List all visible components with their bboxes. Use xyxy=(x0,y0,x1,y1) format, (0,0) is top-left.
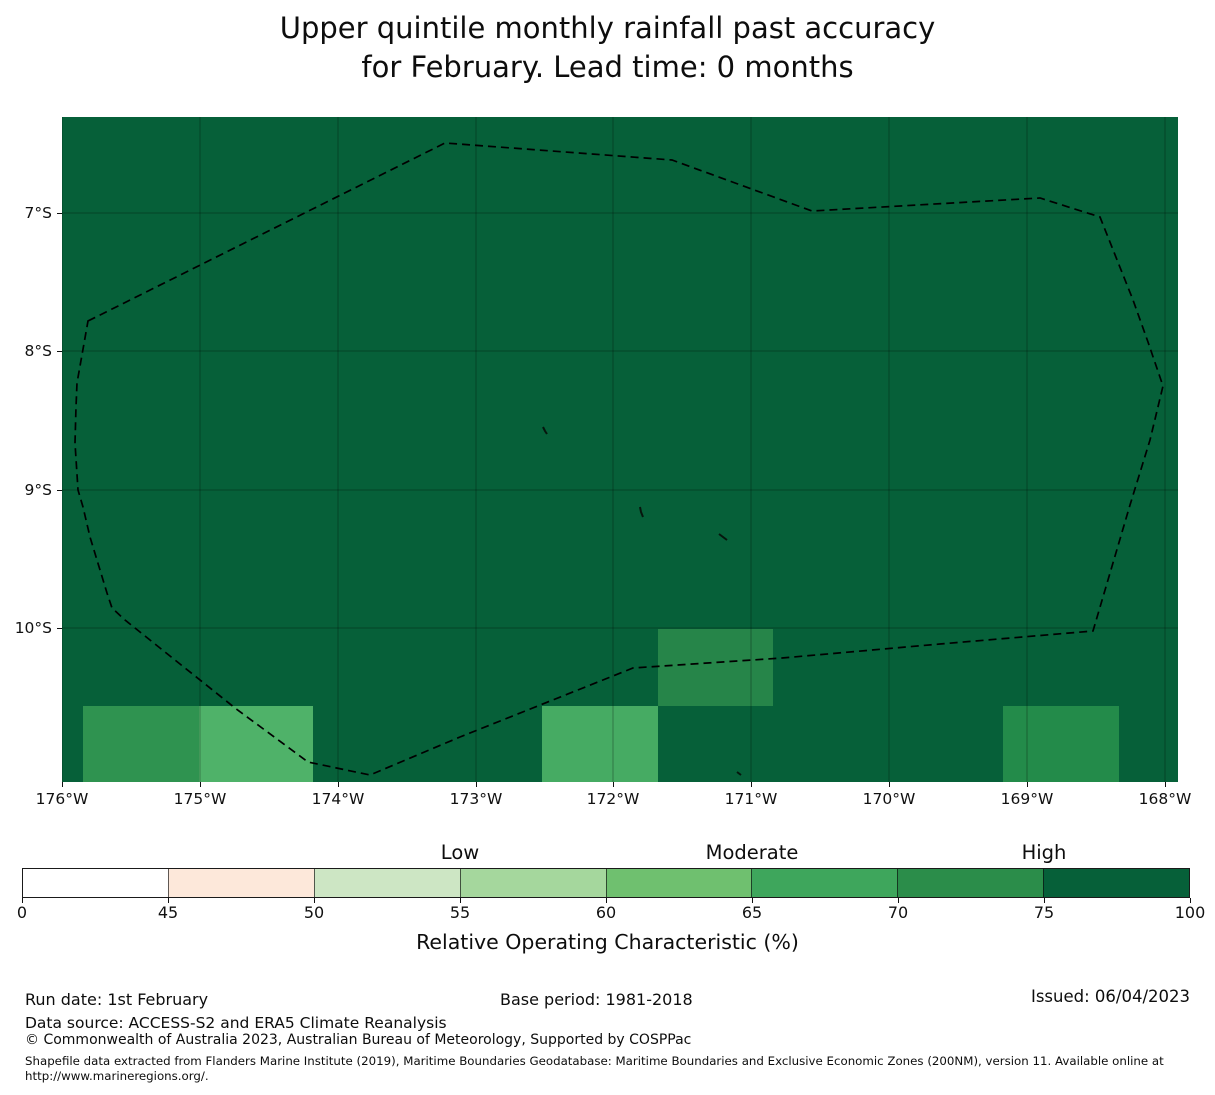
x-tick-mark xyxy=(62,782,63,787)
y-tick-label: 10°S xyxy=(14,619,52,637)
base-period-text: Base period: 1981-2018 xyxy=(500,990,693,1009)
y-tick-mark xyxy=(57,213,62,214)
island-mark xyxy=(639,506,644,518)
map-svg xyxy=(61,117,1178,782)
y-tick-label: 9°S xyxy=(24,481,52,499)
colorbar-category-low: Low xyxy=(440,841,480,864)
colorbar-category-moderate: Moderate xyxy=(705,841,799,864)
island-mark xyxy=(736,771,742,776)
x-tick-mark xyxy=(1027,782,1028,787)
x-tick-label: 172°W xyxy=(586,790,640,808)
colorbar-segment-70-75 xyxy=(897,869,1044,897)
x-tick-mark xyxy=(751,782,752,787)
colorbar-axis-label: Relative Operating Characteristic (%) xyxy=(416,930,799,954)
issued-date-text: Issued: 06/04/2023 xyxy=(1030,987,1190,1006)
colorbar-segment-65-70 xyxy=(751,869,898,897)
colorbar-segment-50-55 xyxy=(313,869,460,897)
accuracy-cell xyxy=(83,706,199,782)
x-tick-mark xyxy=(1165,782,1166,787)
data-source-text: Data source: ACCESS-S2 and ERA5 Climate … xyxy=(25,1014,447,1032)
colorbar-tick-mark xyxy=(752,898,753,903)
x-tick-mark xyxy=(889,782,890,787)
copyright-text: © Commonwealth of Australia 2023, Austra… xyxy=(25,1032,692,1048)
y-tick-mark xyxy=(57,490,62,491)
x-tick-mark xyxy=(338,782,339,787)
accuracy-cell xyxy=(199,706,313,782)
x-tick-label: 168°W xyxy=(1138,790,1192,808)
colorbar-tick-mark xyxy=(606,898,607,903)
accuracy-cell xyxy=(542,706,658,782)
x-tick-mark xyxy=(613,782,614,787)
y-tick-mark xyxy=(57,351,62,352)
map-canvas xyxy=(61,117,1178,782)
colorbar-tick-label: 65 xyxy=(741,903,763,922)
x-tick-label: 174°W xyxy=(311,790,365,808)
y-tick-label: 8°S xyxy=(24,342,52,360)
chart-title-line2: for February. Lead time: 0 months xyxy=(361,50,854,84)
x-tick-label: 169°W xyxy=(1000,790,1054,808)
shapefile-note-text: Shapefile data extracted from Flanders M… xyxy=(25,1054,1164,1084)
colorbar-tick-mark xyxy=(22,898,23,903)
colorbar-tick-label: 0 xyxy=(16,903,28,922)
colorbar-segment-60-65 xyxy=(605,869,752,897)
colorbar-segment-75-100 xyxy=(1043,869,1189,897)
x-tick-label: 175°W xyxy=(173,790,227,808)
colorbar-tick-mark xyxy=(1190,898,1191,903)
x-tick-label: 171°W xyxy=(724,790,778,808)
colorbar-segment-45-50 xyxy=(167,869,314,897)
x-tick-label: 173°W xyxy=(449,790,503,808)
x-tick-label: 176°W xyxy=(35,790,89,808)
accuracy-cell xyxy=(1003,706,1119,782)
colorbar-tick-mark xyxy=(898,898,899,903)
map-background xyxy=(62,117,1178,782)
colorbar-category-high: High xyxy=(1021,841,1067,864)
colorbar-tick-label: 70 xyxy=(887,903,909,922)
colorbar-tick-label: 55 xyxy=(449,903,471,922)
island-mark xyxy=(718,533,728,541)
colorbar-tick-label: 50 xyxy=(303,903,325,922)
accuracy-cell xyxy=(658,629,773,706)
y-tick-mark xyxy=(57,628,62,629)
colorbar-segment-55-60 xyxy=(459,869,606,897)
colorbar-tick-label: 75 xyxy=(1033,903,1055,922)
x-tick-mark xyxy=(200,782,201,787)
x-tick-label: 170°W xyxy=(862,790,916,808)
island-mark xyxy=(542,426,548,435)
colorbar-tick-label: 60 xyxy=(595,903,617,922)
colorbar-tick-label: 100 xyxy=(1174,903,1206,922)
colorbar-tick-mark xyxy=(314,898,315,903)
colorbar xyxy=(22,868,1190,898)
y-tick-label: 7°S xyxy=(24,204,52,222)
colorbar-tick-mark xyxy=(168,898,169,903)
colorbar-tick-mark xyxy=(460,898,461,903)
colorbar-segment-0-45 xyxy=(23,869,168,897)
eez-boundary-line xyxy=(74,142,1164,776)
x-tick-mark xyxy=(476,782,477,787)
run-date-text: Run date: 1st February xyxy=(25,990,209,1009)
colorbar-tick-label: 45 xyxy=(157,903,179,922)
colorbar-tick-mark xyxy=(1044,898,1045,903)
chart-title-line1: Upper quintile monthly rainfall past acc… xyxy=(279,11,936,45)
